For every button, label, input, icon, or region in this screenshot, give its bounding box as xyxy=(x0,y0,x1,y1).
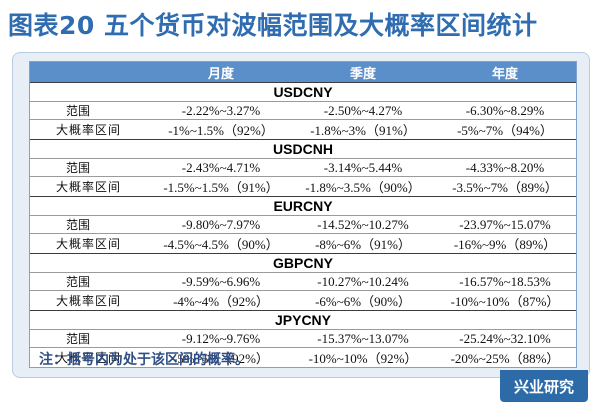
yearly-cell: -16.57%~18.53% xyxy=(434,272,576,291)
monthly-cell: -9.12%~9.76% xyxy=(150,329,292,348)
quarterly-cell: -10.27%~10.24% xyxy=(292,272,434,291)
footnote: 注：括号内为处于该区间的概率。 xyxy=(39,352,249,368)
header-row: 月度 季度 年度 xyxy=(30,62,576,83)
currency-pair-label: USDCNY xyxy=(30,82,576,102)
section-header-row: JPYCNY xyxy=(30,310,576,330)
table-frame: 月度 季度 年度 USDCNY 范围 -2.22%~3.27% -2.50%~4.27… xyxy=(12,52,590,378)
row-label: 范围 xyxy=(30,272,150,291)
probability-row: 大概率区间 -4.5%~4.5%（90%） -8%~6%（91%） -16%~9%（8… xyxy=(30,233,576,254)
monthly-cell: -1%~1.5%（92%） xyxy=(150,119,292,140)
row-label: 范围 xyxy=(30,101,150,120)
header-monthly: 月度 xyxy=(150,62,292,83)
range-row: 范围 -9.80%~7.97% -14.52%~10.27% -23.97%~15.0… xyxy=(30,215,576,234)
monthly-cell: -9.59%~6.96% xyxy=(150,272,292,291)
probability-row: 大概率区间 -1.5%~1.5%（91%） -1.8%~3.5%（90%） -3.5%… xyxy=(30,176,576,197)
quarterly-cell: -3.14%~5.44% xyxy=(292,158,434,177)
range-row: 范围 -9.12%~9.76% -15.37%~13.07% -25.24%~32.1… xyxy=(30,329,576,348)
quarterly-cell: -15.37%~13.07% xyxy=(292,329,434,348)
stats-table-container: 月度 季度 年度 USDCNY 范围 -2.22%~3.27% -2.50%~4.27… xyxy=(29,61,577,368)
row-label: 范围 xyxy=(30,215,150,234)
monthly-cell: -4.5%~4.5%（90%） xyxy=(150,233,292,254)
monthly-cell: -2.22%~3.27% xyxy=(150,101,292,120)
currency-pair-label: EURCNY xyxy=(30,196,576,216)
header-quarterly: 季度 xyxy=(292,62,434,83)
yearly-cell: -6.30%~8.29% xyxy=(434,101,576,120)
stats-table: 月度 季度 年度 USDCNY 范围 -2.22%~3.27% -2.50%~4.27… xyxy=(30,62,576,367)
currency-pair-label: JPYCNY xyxy=(30,310,576,330)
currency-pair-label: GBPCNY xyxy=(30,253,576,273)
yearly-cell: -10%~10%（87%） xyxy=(434,290,576,311)
table-body: USDCNY 范围 -2.22%~3.27% -2.50%~4.27% -6.30%~8… xyxy=(30,82,576,367)
probability-row: 大概率区间 -1%~1.5%（92%） -1.8%~3%（91%） -5%~7%（94… xyxy=(30,119,576,140)
quarterly-cell: -14.52%~10.27% xyxy=(292,215,434,234)
yearly-cell: -23.97%~15.07% xyxy=(434,215,576,234)
section-header-row: EURCNY xyxy=(30,196,576,216)
quarterly-cell: -10%~10%（92%） xyxy=(292,347,434,367)
quarterly-cell: -1.8%~3.5%（90%） xyxy=(292,176,434,197)
quarterly-cell: -6%~6%（90%） xyxy=(292,290,434,311)
row-label: 范围 xyxy=(30,158,150,177)
row-label: 大概率区间 xyxy=(30,119,150,140)
yearly-cell: -5%~7%（94%） xyxy=(434,119,576,140)
range-row: 范围 -9.59%~6.96% -10.27%~10.24% -16.57%~18.5… xyxy=(30,272,576,291)
monthly-cell: -5%~5%（92%） xyxy=(150,347,292,367)
quarterly-cell: -1.8%~3%（91%） xyxy=(292,119,434,140)
quarterly-cell: -8%~6%（91%） xyxy=(292,233,434,254)
probability-row: 大概率区间 -5%~5%（92%） -10%~10%（92%） -20%~25%（88… xyxy=(30,347,576,367)
header-blank xyxy=(30,62,150,83)
section-header-row: USDCNY xyxy=(30,82,576,102)
monthly-cell: -9.80%~7.97% xyxy=(150,215,292,234)
row-label: 大概率区间 xyxy=(30,176,150,197)
monthly-cell: -2.43%~4.71% xyxy=(150,158,292,177)
figure-title: 图表20 五个货币对波幅范围及大概率区间统计 xyxy=(8,11,538,40)
probability-row: 大概率区间 -4%~4%（92%） -6%~6%（90%） -10%~10%（87%） xyxy=(30,290,576,311)
header-yearly: 年度 xyxy=(434,62,576,83)
yearly-cell: -3.5%~7%（89%） xyxy=(434,176,576,197)
yearly-cell: -25.24%~32.10% xyxy=(434,329,576,348)
row-label: 范围 xyxy=(30,329,150,348)
range-row: 范围 -2.22%~3.27% -2.50%~4.27% -6.30%~8.29% xyxy=(30,101,576,120)
row-label: 大概率区间 xyxy=(30,233,150,254)
row-label: 大概率区间 xyxy=(30,347,150,367)
brand-badge: 兴业研究 xyxy=(500,370,588,402)
monthly-cell: -4%~4%（92%） xyxy=(150,290,292,311)
range-row: 范围 -2.43%~4.71% -3.14%~5.44% -4.33%~8.20% xyxy=(30,158,576,177)
yearly-cell: -16%~9%（89%） xyxy=(434,233,576,254)
section-header-row: USDCNH xyxy=(30,139,576,159)
yearly-cell: -4.33%~8.20% xyxy=(434,158,576,177)
yearly-cell: -20%~25%（88%） xyxy=(434,347,576,367)
quarterly-cell: -2.50%~4.27% xyxy=(292,101,434,120)
monthly-cell: -1.5%~1.5%（91%） xyxy=(150,176,292,197)
row-label: 大概率区间 xyxy=(30,290,150,311)
section-header-row: GBPCNY xyxy=(30,253,576,273)
currency-pair-label: USDCNH xyxy=(30,139,576,159)
